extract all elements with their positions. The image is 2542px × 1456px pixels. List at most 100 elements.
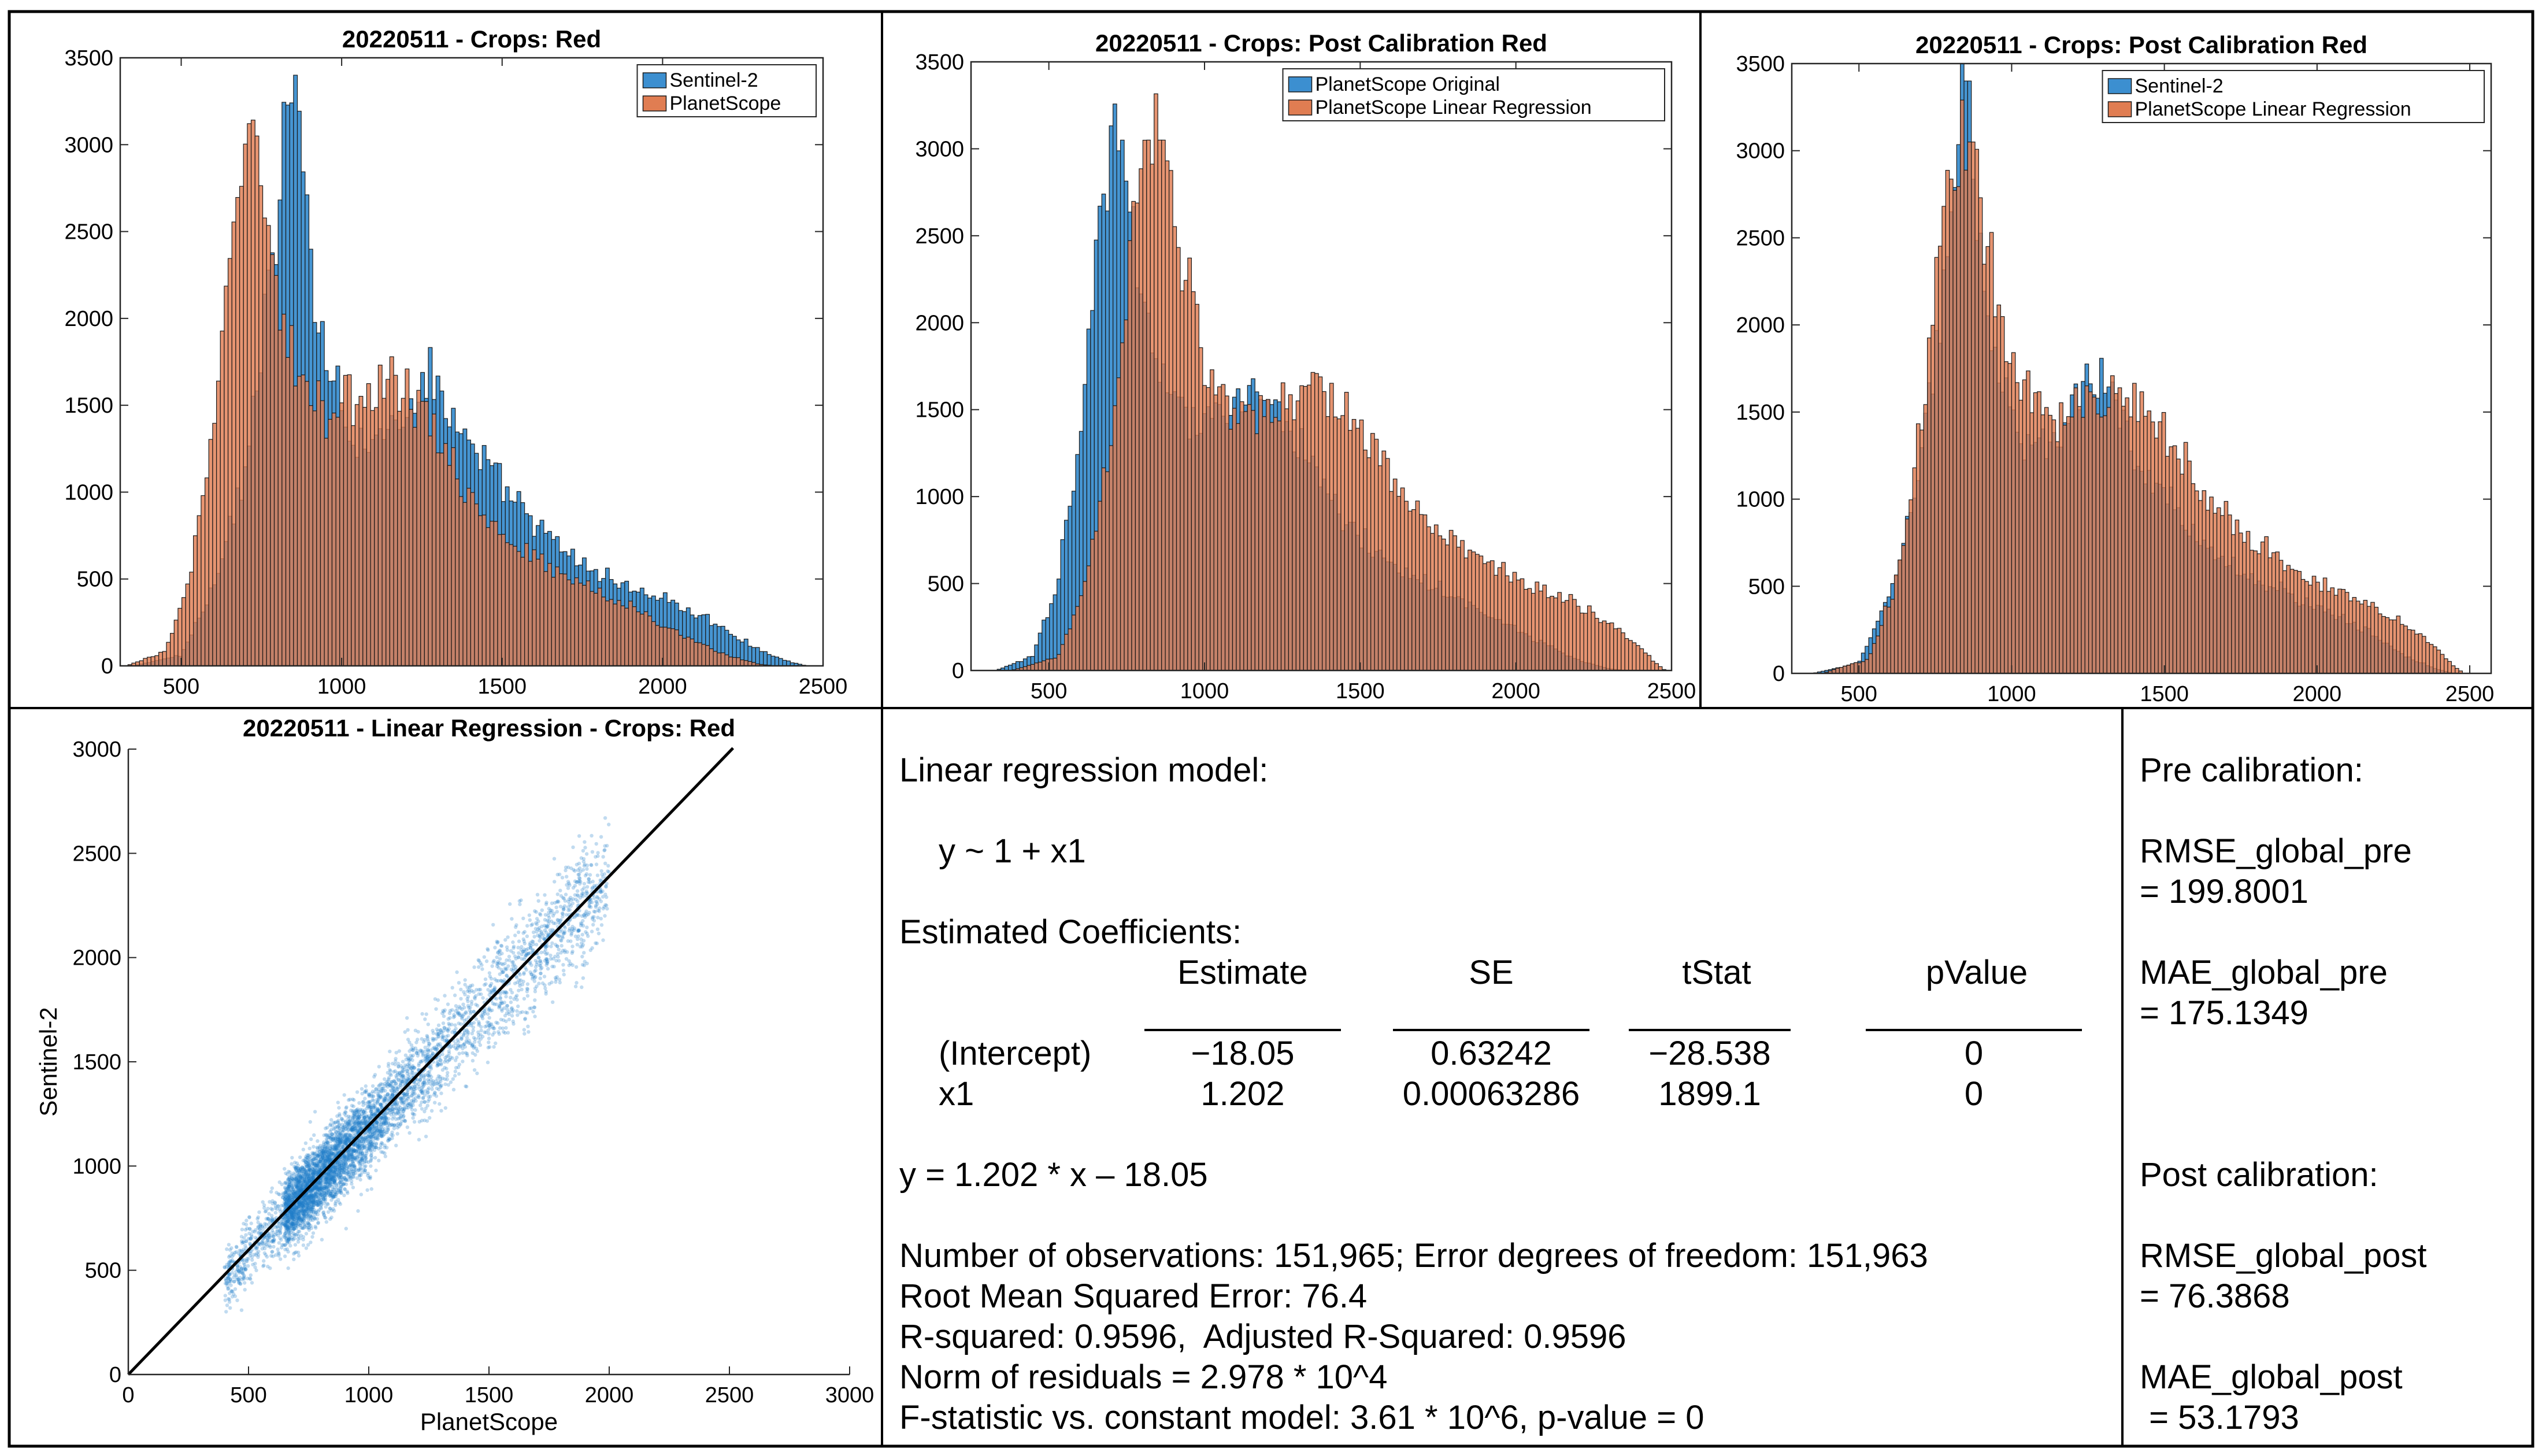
histogram-bar [674,629,679,666]
histogram-bar [1049,658,1054,671]
histogram-bar [192,535,198,666]
histogram-bar [162,651,167,666]
legend-swatch [1288,99,1313,116]
scatter-point [583,840,587,844]
scatter-point [455,970,459,975]
scatter-point [284,1202,288,1207]
scatter-point [306,1206,311,1210]
scatter-point [357,1109,361,1113]
scatter-point [387,1111,392,1115]
histogram-bar [2355,601,2361,674]
histogram-bar [1116,377,1121,671]
scatter-point [294,1191,298,1196]
histogram-bar [770,655,776,666]
scatter-point [595,873,600,877]
scatter-point [336,1166,340,1171]
scatter-point [487,1016,491,1020]
scatter-point [227,1260,232,1264]
scatter-point [294,1167,298,1171]
scatter-point [297,1202,301,1206]
scatter-point [253,1229,257,1234]
histogram-bar [1333,416,1338,671]
scatter-point [594,842,598,846]
histogram-bar [2180,473,2185,674]
scatter-point [343,1187,347,1191]
scatter-point [502,978,506,982]
histogram-bar [1628,640,1633,671]
scatter-point [582,881,587,886]
histogram-bar [1415,501,1420,671]
histogram-bar [593,592,598,666]
scatter-point [564,868,568,873]
histogram-bar [566,579,572,666]
histogram-bar [1591,612,1596,671]
scatter-point [266,1217,270,1221]
histogram-bar [1861,661,1866,674]
histogram-bar [154,655,160,666]
scatter-point [464,1011,468,1015]
scatter-point [317,1183,321,1187]
scatter-point [521,916,525,921]
histogram-bar [170,633,175,666]
scatter-point [382,1120,386,1124]
scatter-point [307,1168,312,1172]
histogram-bar [377,364,383,666]
y-tick-label: 2500 [64,220,113,244]
scatter-point [310,1206,314,1210]
scatter-point [554,905,558,910]
histogram-bar [1262,416,1267,671]
scatter-point [599,835,603,839]
histogram-bar [486,527,491,666]
scatter-point [316,1139,320,1143]
scatter-point [488,990,492,994]
histogram-bar [1879,625,1884,674]
scatter-point [398,1083,403,1087]
scatter-point [507,954,512,959]
scatter-point [518,981,522,986]
histogram-bar [570,583,575,666]
histogram-bar [1452,535,1457,671]
scatter-point [394,1117,398,1121]
scatter-point [392,1107,396,1112]
scatter-point [327,1133,332,1138]
histogram-bar [1419,514,1424,671]
scatter-point [515,994,519,998]
histogram-bar [1288,394,1293,671]
scatter-point [250,1235,254,1239]
scatter-point [513,981,517,986]
scatter-point [498,1004,502,1009]
scatter-point [273,1253,278,1257]
scatter-point [350,1164,354,1168]
scatter-point [375,1128,380,1132]
scatter-point [434,1007,438,1011]
y-tick-label: 500 [77,568,113,592]
histogram-bar [1501,562,1506,671]
scatter-point [602,905,606,909]
histogram-bar [578,583,583,666]
scatter-point [283,1167,287,1171]
histogram-bar [432,413,436,666]
scatter-point [585,932,589,936]
histogram-bar [2143,416,2148,674]
scatter-point [326,1142,330,1146]
histogram-bar [2154,438,2159,674]
legend-label: PlanetScope Linear Regression [1316,97,1592,118]
scatter-point [471,1028,475,1033]
scatter-point [310,1190,314,1194]
scatter-point [304,1206,308,1211]
histogram-bar [1027,665,1032,671]
scatter-point [339,1191,343,1195]
histogram-bar [736,657,741,666]
scatter-point [338,1164,342,1168]
scatter-point [443,1106,447,1110]
histogram-bar [2403,625,2408,674]
histogram-bar [1912,467,1917,674]
scatter-point [418,1078,423,1082]
scatter-point [405,1064,409,1069]
scatter-point [342,1187,347,1191]
y-tick-label: 1500 [1736,401,1785,425]
histogram-bar [766,654,772,666]
scatter-point [237,1281,241,1285]
histogram-bar [1945,169,1950,674]
